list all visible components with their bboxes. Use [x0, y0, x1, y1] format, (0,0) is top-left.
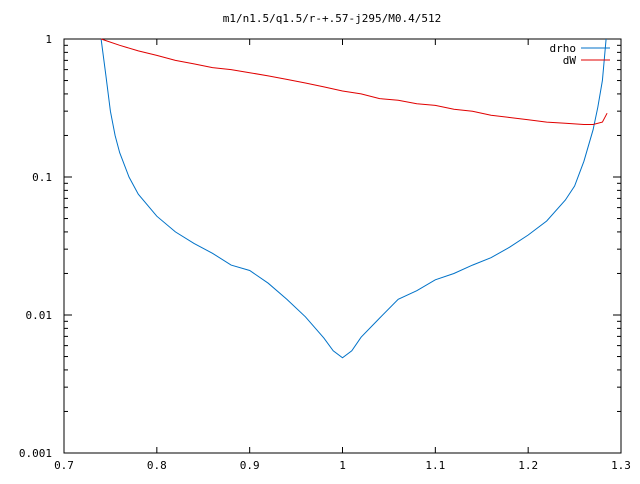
- series-line-dw: [100, 38, 608, 125]
- x-tick-label: 0.7: [54, 459, 74, 472]
- plot-frame: [63, 38, 622, 454]
- legend-label: drho: [550, 42, 577, 55]
- y-tick-label: 0.1: [32, 171, 52, 184]
- legend-label: dW: [563, 54, 577, 67]
- series-line-drho: [100, 38, 607, 359]
- x-tick-label: 1: [339, 459, 346, 472]
- series-layer: [100, 38, 608, 359]
- x-tick-label: 1.3: [611, 459, 631, 472]
- x-tick-label: 1.2: [518, 459, 538, 472]
- x-tick-label: 0.9: [240, 459, 260, 472]
- axis-ticks: 0.7 0.8 0.9 1 1.1 1.2 1.3 1 0.1 0.01 0.001: [19, 33, 631, 472]
- y-tick-label: 0.01: [26, 309, 53, 322]
- y-tick-label: 0.001: [19, 447, 52, 460]
- y-tick-label: 1: [45, 33, 52, 46]
- chart-title: m1/n1.5/q1.5/r-+.57-j295/M0.4/512: [223, 12, 442, 25]
- x-tick-label: 1.1: [425, 459, 445, 472]
- x-tick-label: 0.8: [147, 459, 167, 472]
